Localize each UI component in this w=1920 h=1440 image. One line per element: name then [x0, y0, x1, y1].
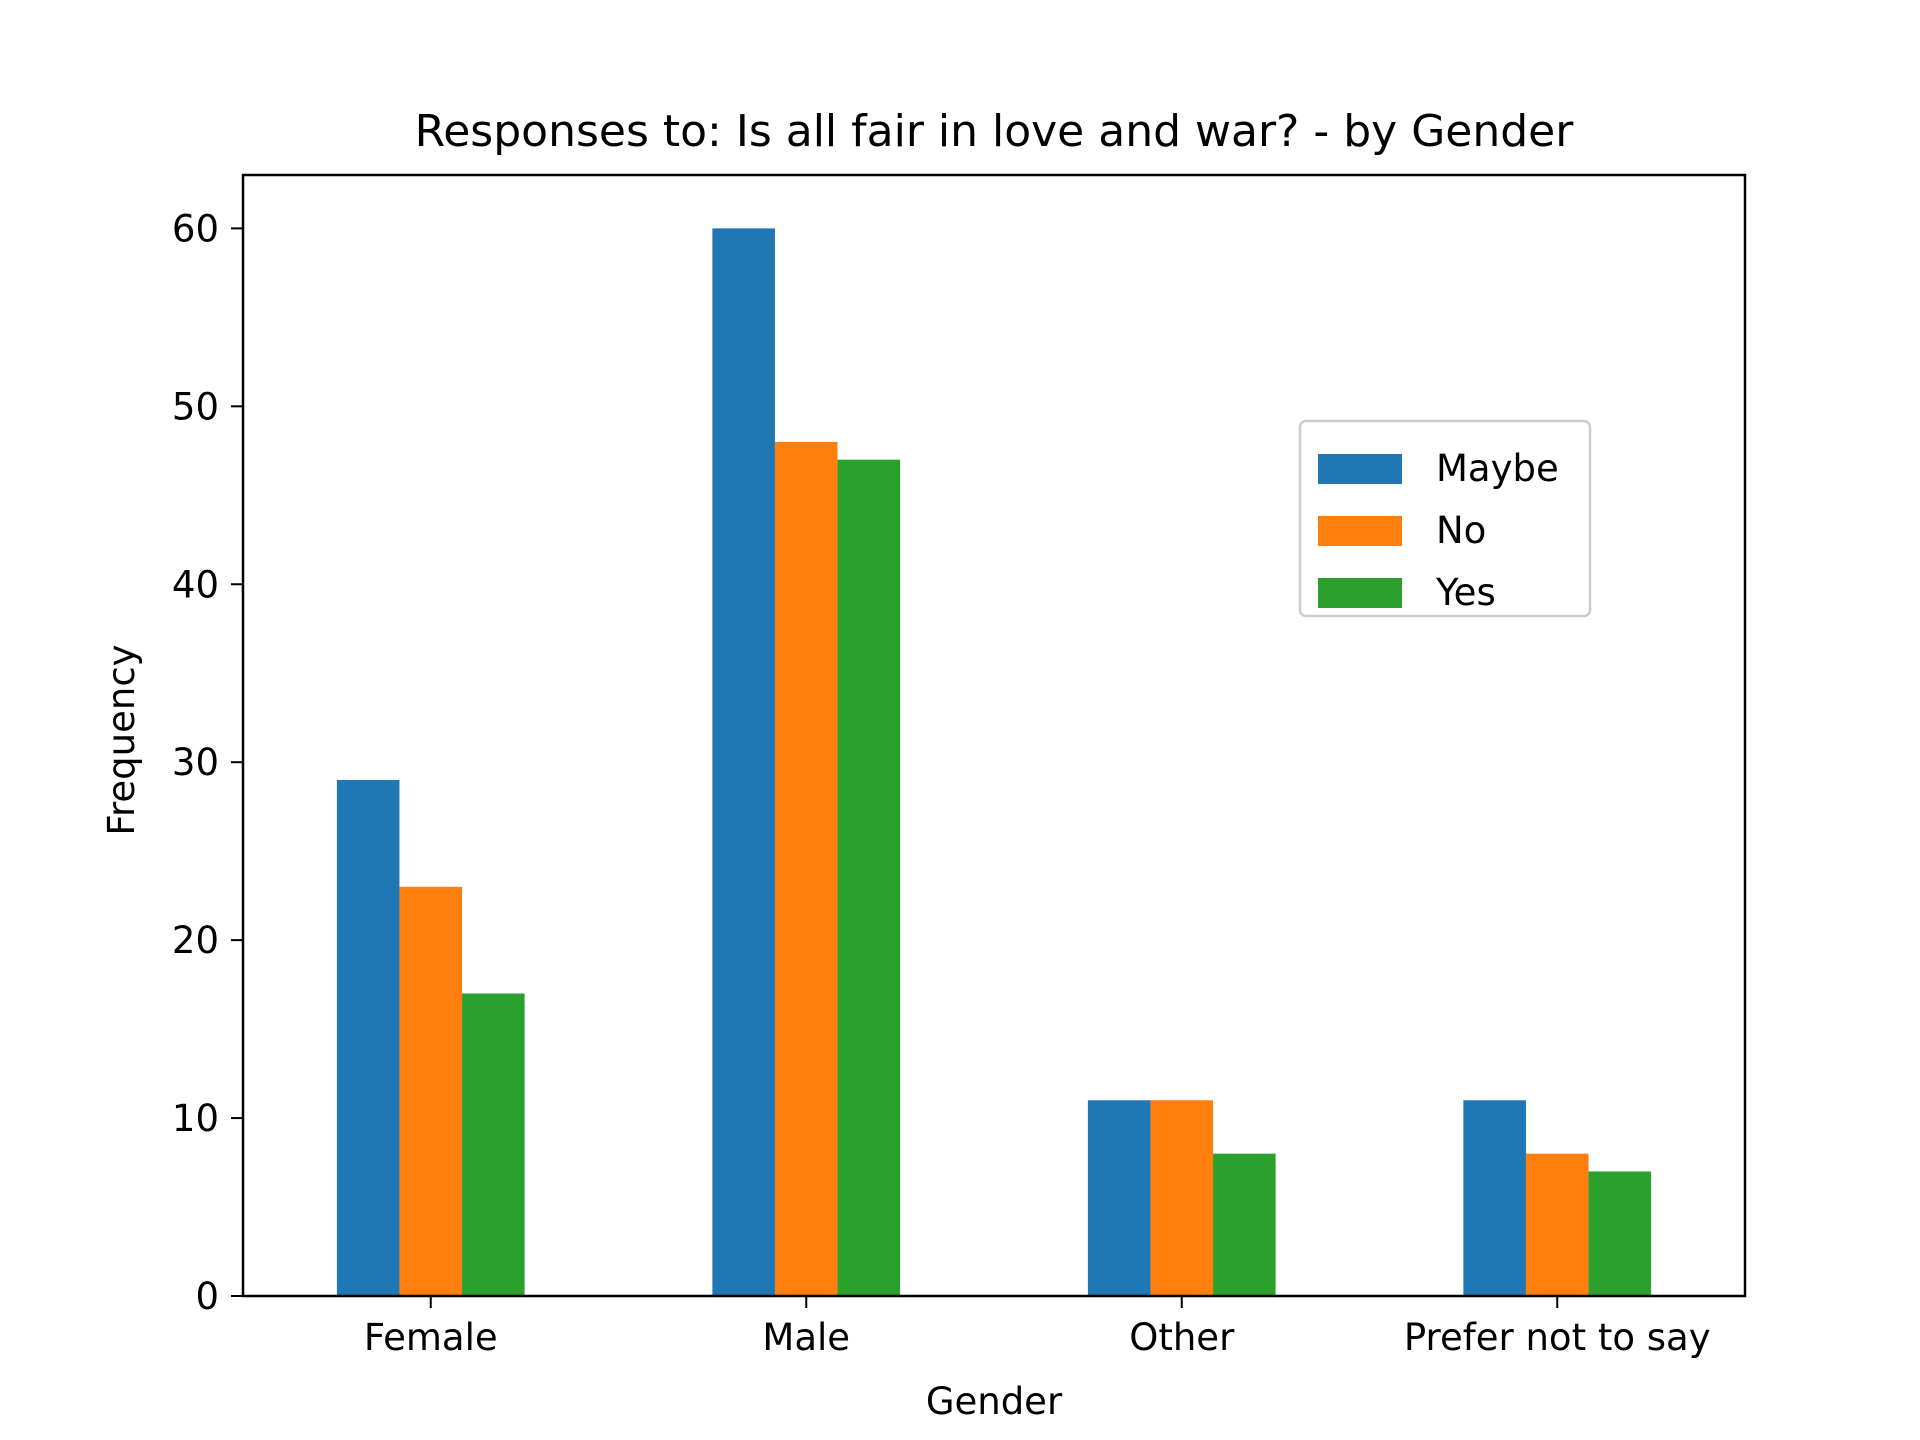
- x-axis-label: Gender: [926, 1380, 1063, 1423]
- y-tick-label: 20: [172, 919, 219, 962]
- y-axis-label: Frequency: [100, 644, 143, 835]
- x-tick-label: Female: [364, 1316, 498, 1359]
- legend-swatch-no: [1318, 516, 1402, 546]
- legend: Maybe No Yes: [1298, 419, 1592, 618]
- y-tick-label: 0: [195, 1275, 219, 1318]
- bar-no-prefer-not-to-say: [1525, 1153, 1589, 1296]
- axes-layer: 0 10 20 30 40 50 60 Female Male Other Prefer not t…: [172, 173, 1747, 1359]
- legend-label-no: No: [1436, 509, 1486, 552]
- bar-yes-male: [837, 459, 901, 1296]
- legend-label-maybe: Maybe: [1436, 447, 1559, 490]
- x-tick-label: Prefer not to say: [1404, 1316, 1711, 1359]
- legend-swatch-yes: [1318, 578, 1402, 608]
- bar-maybe-prefer-not-to-say: [1463, 1100, 1526, 1296]
- legend-label-yes: Yes: [1435, 571, 1496, 614]
- bar-no-male: [774, 441, 838, 1296]
- y-tick-label: 50: [172, 385, 219, 428]
- x-tick-label: Other: [1129, 1316, 1235, 1359]
- chart-title: Responses to: Is all fair in love and wa…: [415, 106, 1575, 157]
- bar-yes-female: [462, 993, 525, 1296]
- bar-maybe-male: [712, 228, 775, 1296]
- bar-yes-other: [1213, 1153, 1276, 1296]
- bars-layer: [336, 228, 1652, 1296]
- y-tick-label: 40: [172, 563, 219, 606]
- y-tick-label: 30: [172, 741, 219, 784]
- legend-swatch-maybe: [1318, 454, 1402, 484]
- y-tick-label: 60: [172, 207, 219, 250]
- plot-frame: [241, 173, 1747, 1298]
- y-tick-label: 10: [172, 1097, 219, 1140]
- bar-no-other: [1150, 1100, 1214, 1296]
- x-tick-label: Male: [762, 1316, 850, 1359]
- bar-maybe-other: [1087, 1100, 1151, 1296]
- bar-yes-prefer-not-to-say: [1588, 1171, 1652, 1296]
- bar-maybe-female: [336, 779, 400, 1296]
- bar-no-female: [399, 886, 463, 1296]
